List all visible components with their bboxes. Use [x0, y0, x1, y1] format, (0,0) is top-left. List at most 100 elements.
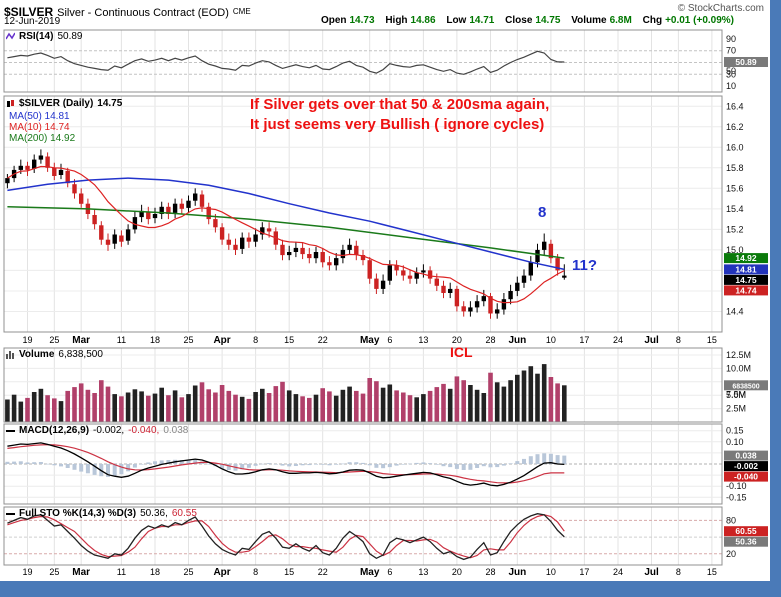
- macd-lines: [7, 442, 565, 487]
- svg-text:15: 15: [284, 335, 294, 345]
- cycle-count-8: 8: [538, 204, 547, 221]
- chg-label: Chg: [642, 15, 663, 26]
- high-value: 14.86: [410, 15, 436, 26]
- svg-text:90: 90: [726, 34, 736, 44]
- svg-text:25: 25: [49, 335, 59, 345]
- svg-text:10: 10: [546, 567, 556, 577]
- volume-label: Volume: [571, 15, 607, 26]
- close-label: Close: [505, 15, 533, 26]
- svg-text:28: 28: [485, 567, 495, 577]
- rsi-label: RSI(14): [19, 31, 54, 42]
- svg-text:15: 15: [284, 567, 294, 577]
- macd-frame: [3, 423, 723, 505]
- x-axis-labels: 19 25 Mar 11 18 25 Apr 8 15 22 May 6 13 20 28 Jun 10 17 24…: [22, 335, 716, 578]
- svg-text:May: May: [360, 335, 380, 346]
- svg-text:25: 25: [49, 567, 59, 577]
- bullish-note: If Silver gets over that 50 & 200sma aga…: [250, 95, 549, 135]
- axis-value-box: [724, 274, 768, 285]
- svg-text:14.4: 14.4: [726, 306, 744, 316]
- chart-date: 12-Jun-2019: [4, 16, 61, 27]
- svg-text:Mar: Mar: [72, 335, 90, 346]
- macd-legend: MACD(12,26,9) -0.002, -0.040, 0.038: [6, 425, 188, 436]
- svg-text:15.4: 15.4: [726, 204, 744, 214]
- macd-value: -0.002,: [93, 425, 125, 436]
- svg-text:11: 11: [117, 335, 126, 345]
- ma200-legend: MA(200) 14.92: [9, 133, 76, 144]
- open-value: 14.73: [349, 15, 375, 26]
- price-label: $SILVER (Daily): [19, 98, 94, 109]
- open-label: Open: [320, 15, 347, 26]
- low-label: Low: [446, 15, 467, 26]
- moving-averages: [7, 165, 565, 304]
- svg-text:19: 19: [22, 567, 32, 577]
- svg-text:5.0M: 5.0M: [726, 390, 746, 400]
- svg-text:6838500: 6838500: [732, 383, 759, 390]
- svg-text:14.75: 14.75: [735, 275, 757, 285]
- svg-text:-0.15: -0.15: [726, 492, 747, 502]
- exchange: CME: [232, 7, 251, 16]
- svg-text:10.0M: 10.0M: [726, 363, 751, 373]
- svg-text:0.038: 0.038: [735, 451, 757, 461]
- svg-text:80: 80: [726, 515, 736, 525]
- copyright: © StockCharts.com: [677, 3, 764, 14]
- svg-text:25: 25: [184, 567, 194, 577]
- svg-text:22: 22: [318, 335, 328, 345]
- rsi-indicator-icon: [5, 32, 16, 41]
- svg-text:50.89: 50.89: [735, 57, 757, 67]
- volume-bars: [5, 364, 567, 422]
- price-legend: $SILVER (Daily) 14.75: [6, 98, 122, 109]
- svg-text:13: 13: [418, 335, 428, 345]
- price-value: 14.75: [97, 98, 123, 109]
- svg-text:10: 10: [726, 81, 736, 91]
- svg-text:18: 18: [150, 335, 160, 345]
- svg-text:2.5M: 2.5M: [726, 404, 746, 414]
- rsi-frame: [3, 29, 723, 93]
- svg-text:15.8: 15.8: [726, 163, 744, 173]
- header-title: $SILVER Silver - Continuous Contract (EOD…: [4, 3, 251, 21]
- svg-text:60.55: 60.55: [735, 526, 757, 536]
- axis-value-box: [724, 57, 768, 67]
- svg-text:24: 24: [613, 335, 623, 345]
- svg-text:30: 30: [726, 69, 736, 79]
- rsi-line: [7, 50, 565, 75]
- macd-hist-value: 0.038: [163, 425, 189, 436]
- candlestick-icon: [6, 99, 15, 109]
- svg-text:15: 15: [707, 335, 717, 345]
- chg-value: +0.01 (+0.09%): [665, 15, 734, 26]
- price-candles: [5, 149, 567, 319]
- svg-text:24: 24: [613, 567, 623, 577]
- sto-label: Full STO %K(14,3) %D(3): [19, 508, 137, 519]
- macd-line-icon: [6, 426, 15, 435]
- rsi-value: 50.89: [57, 31, 83, 42]
- svg-text:16.2: 16.2: [726, 122, 744, 132]
- svg-text:12.5M: 12.5M: [726, 350, 751, 360]
- svg-text:0.15: 0.15: [726, 426, 744, 436]
- volume-bars-icon: [6, 350, 15, 359]
- chart-canvas: 90 70 50 30 10 50.89 16.4 16.2 16.0 15.8 15.6 15.4 1…: [0, 0, 770, 581]
- svg-text:Mar: Mar: [72, 567, 90, 578]
- axis-value-box: [724, 450, 768, 461]
- svg-text:70: 70: [726, 46, 736, 56]
- bullish-note-line1: If Silver gets over that 50 & 200sma aga…: [250, 96, 550, 113]
- axis-value-box: [724, 253, 768, 264]
- axis-value-box: [724, 461, 768, 472]
- svg-text:15.6: 15.6: [726, 183, 744, 193]
- sto-frame: [3, 506, 723, 566]
- ma10-legend: MA(10) 14.74: [9, 122, 70, 133]
- axis-value-box: [724, 526, 768, 537]
- svg-text:22: 22: [318, 567, 328, 577]
- svg-text:15.2: 15.2: [726, 224, 744, 234]
- svg-text:20: 20: [452, 567, 462, 577]
- svg-text:18: 18: [150, 567, 160, 577]
- svg-text:8: 8: [676, 335, 681, 345]
- svg-text:20: 20: [452, 335, 462, 345]
- volume-value: 6.8M: [609, 15, 632, 26]
- svg-text:14.74: 14.74: [735, 285, 757, 295]
- svg-text:Jun: Jun: [508, 567, 526, 578]
- svg-text:13: 13: [418, 567, 428, 577]
- rsi-legend: RSI(14) 50.89: [5, 31, 83, 42]
- rsi-bg: [4, 30, 722, 92]
- high-label: High: [385, 15, 408, 26]
